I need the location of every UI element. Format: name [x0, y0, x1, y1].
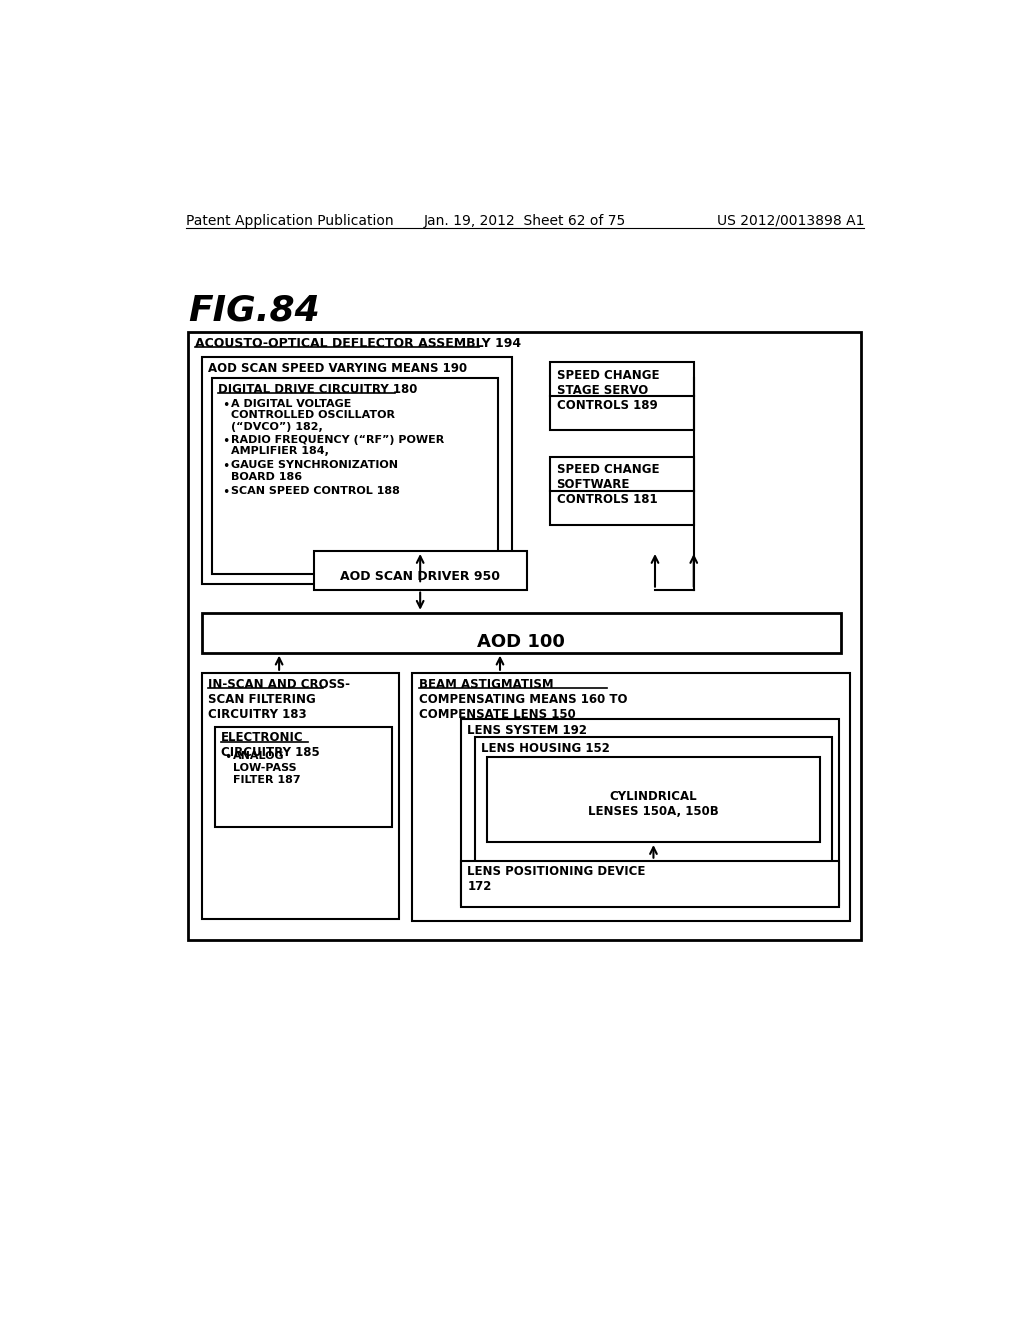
Text: Jan. 19, 2012  Sheet 62 of 75: Jan. 19, 2012 Sheet 62 of 75	[424, 214, 626, 228]
Text: BEAM ASTIGMATISM
COMPENSATING MEANS 160 TO
COMPENSATE LENS 150: BEAM ASTIGMATISM COMPENSATING MEANS 160 …	[419, 678, 627, 721]
Text: •: •	[224, 751, 231, 764]
Text: ANALOG
LOW-PASS
FILTER 187: ANALOG LOW-PASS FILTER 187	[232, 751, 300, 784]
Text: Patent Application Publication: Patent Application Publication	[186, 214, 394, 228]
FancyBboxPatch shape	[202, 358, 512, 585]
Text: RADIO FREQUENCY (“RF”) POWER
AMPLIFIER 184,: RADIO FREQUENCY (“RF”) POWER AMPLIFIER 1…	[231, 434, 444, 457]
Text: •: •	[222, 461, 230, 474]
FancyBboxPatch shape	[475, 738, 831, 888]
Text: LENS POSITIONING DEVICE
172: LENS POSITIONING DEVICE 172	[467, 866, 646, 894]
Text: AOD SCAN DRIVER 950: AOD SCAN DRIVER 950	[340, 570, 500, 583]
FancyBboxPatch shape	[413, 673, 850, 921]
Text: A DIGITAL VOLTAGE
CONTROLLED OSCILLATOR
(“DVCO”) 182,: A DIGITAL VOLTAGE CONTROLLED OSCILLATOR …	[231, 399, 395, 432]
FancyBboxPatch shape	[550, 457, 693, 525]
FancyBboxPatch shape	[550, 363, 693, 430]
Text: SPEED CHANGE
STAGE SERVO
CONTROLS 189: SPEED CHANGE STAGE SERVO CONTROLS 189	[557, 368, 659, 412]
Text: ELECTRONIC
CIRCUITRY 185: ELECTRONIC CIRCUITRY 185	[221, 731, 319, 759]
Text: ACOUSTO-OPTICAL DEFLECTOR ASSEMBLY 194: ACOUSTO-OPTICAL DEFLECTOR ASSEMBLY 194	[195, 337, 521, 350]
Text: AOD SCAN SPEED VARYING MEANS 190: AOD SCAN SPEED VARYING MEANS 190	[208, 363, 467, 375]
Text: US 2012/0013898 A1: US 2012/0013898 A1	[717, 214, 864, 228]
Text: IN-SCAN AND CROSS-
SCAN FILTERING
CIRCUITRY 183: IN-SCAN AND CROSS- SCAN FILTERING CIRCUI…	[208, 678, 350, 721]
Text: LENS SYSTEM 192: LENS SYSTEM 192	[467, 723, 588, 737]
Text: AOD 100: AOD 100	[477, 632, 565, 651]
Text: SPEED CHANGE
SOFTWARE
CONTROLS 181: SPEED CHANGE SOFTWARE CONTROLS 181	[557, 462, 659, 506]
FancyBboxPatch shape	[486, 758, 820, 842]
FancyBboxPatch shape	[202, 673, 399, 919]
Text: •: •	[222, 399, 230, 412]
FancyBboxPatch shape	[461, 719, 840, 906]
Text: DIGITAL DRIVE CIRCUITRY 180: DIGITAL DRIVE CIRCUITRY 180	[218, 383, 417, 396]
Text: GAUGE SYNCHRONIZATION
BOARD 186: GAUGE SYNCHRONIZATION BOARD 186	[231, 461, 398, 482]
Text: CYLINDRICAL
LENSES 150A, 150B: CYLINDRICAL LENSES 150A, 150B	[588, 789, 719, 818]
Text: SCAN SPEED CONTROL 188: SCAN SPEED CONTROL 188	[231, 486, 400, 495]
Text: LENS HOUSING 152: LENS HOUSING 152	[481, 742, 610, 755]
FancyBboxPatch shape	[215, 726, 391, 826]
FancyBboxPatch shape	[314, 552, 527, 590]
FancyBboxPatch shape	[461, 861, 840, 907]
Text: •: •	[222, 434, 230, 447]
Text: FIG.84: FIG.84	[188, 293, 321, 327]
FancyBboxPatch shape	[188, 331, 861, 940]
FancyBboxPatch shape	[202, 612, 841, 653]
Text: •: •	[222, 486, 230, 499]
FancyBboxPatch shape	[212, 378, 499, 574]
